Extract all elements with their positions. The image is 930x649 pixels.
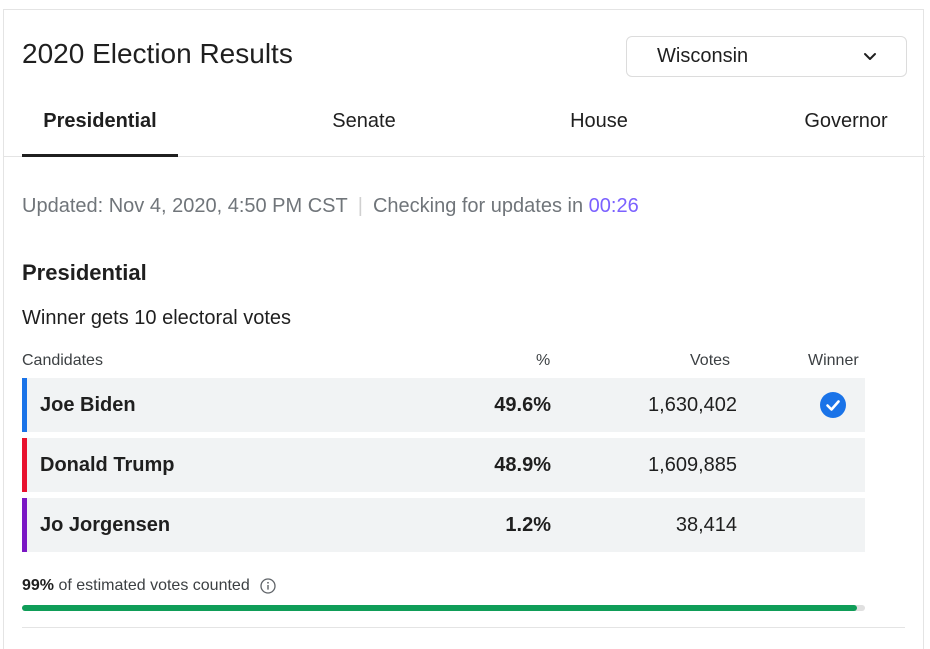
race-title: Presidential xyxy=(22,260,147,285)
candidate-name: Donald Trump xyxy=(40,454,175,476)
progress-fill xyxy=(22,605,857,611)
candidate-votes: 1,630,402 xyxy=(648,394,737,416)
candidate-row: Jo Jorgensen 1.2% 38,414 xyxy=(22,498,865,552)
tab-presidential[interactable]: Presidential xyxy=(22,94,178,157)
column-header-percent: % xyxy=(536,352,551,369)
votes-counted-percent: 99% xyxy=(22,577,55,594)
candidate-percent: 49.6% xyxy=(494,394,551,416)
divider xyxy=(22,627,905,628)
column-header-winner: Winner xyxy=(808,352,859,369)
candidate-row: Donald Trump 48.9% 1,609,885 xyxy=(22,438,865,492)
update-countdown: 00:26 xyxy=(588,195,639,217)
tab-governor[interactable]: Governor xyxy=(804,110,888,132)
candidate-color-bar xyxy=(22,498,27,552)
chevron-down-icon xyxy=(864,53,876,60)
race-subtitle: Winner gets 10 electoral votes xyxy=(22,307,292,329)
state-dropdown[interactable]: Wisconsin xyxy=(626,36,907,77)
candidate-name: Jo Jorgensen xyxy=(40,514,171,536)
candidate-name: Joe Biden xyxy=(40,394,136,416)
updated-time: Updated: Nov 4, 2020, 4:50 PM CST xyxy=(22,195,348,217)
candidate-row: Joe Biden 49.6% 1,630,402 xyxy=(22,378,865,432)
status-separator: | xyxy=(357,195,363,217)
votes-counted-status: 99% of estimated votes counted xyxy=(22,577,276,595)
candidate-votes: 1,609,885 xyxy=(648,454,737,476)
candidate-color-bar xyxy=(22,438,27,492)
update-status: Updated: Nov 4, 2020, 4:50 PM CST | Checki… xyxy=(22,195,639,218)
tab-senate[interactable]: Senate xyxy=(332,110,396,132)
election-results-card: 2020 Election Results Wisconsin Presiden… xyxy=(3,9,925,649)
race-tabs: Presidential Senate House Governor xyxy=(4,94,925,157)
column-header-votes: Votes xyxy=(690,352,731,369)
candidate-votes: 38,414 xyxy=(675,514,737,536)
votes-counted-progress-bar xyxy=(22,605,865,611)
column-header-candidates: Candidates xyxy=(22,352,103,369)
candidate-percent: 1.2% xyxy=(505,514,551,536)
candidate-color-bar xyxy=(22,378,27,432)
info-icon[interactable] xyxy=(260,578,276,594)
candidate-percent: 48.9% xyxy=(494,454,551,476)
winner-check-icon xyxy=(820,392,846,418)
page-title: 2020 Election Results xyxy=(22,38,293,69)
tab-house[interactable]: House xyxy=(570,110,628,132)
state-dropdown-value: Wisconsin xyxy=(657,45,749,67)
votes-counted-text: of estimated votes counted xyxy=(58,577,250,594)
checking-text: Checking for updates in xyxy=(372,195,584,217)
